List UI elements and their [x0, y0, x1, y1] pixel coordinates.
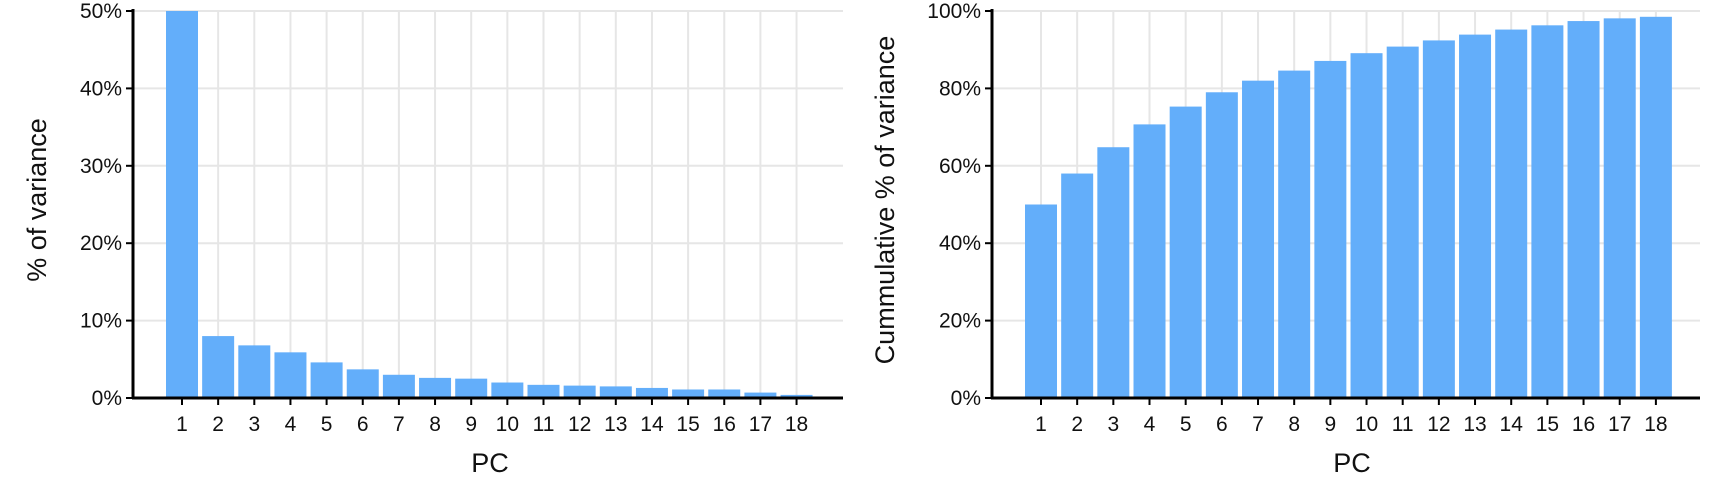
x-tick-label: 4 [285, 413, 297, 436]
x-tick-label: 14 [640, 413, 664, 436]
x-tick-label: 13 [604, 413, 627, 436]
x-tick-label: 11 [1392, 413, 1414, 436]
y-tick-label: 0% [92, 387, 122, 410]
bar-pc-12 [1422, 40, 1455, 399]
bar-pc-3 [238, 345, 271, 398]
x-tick-label: 15 [676, 413, 699, 436]
bar-pc-17 [1603, 18, 1636, 399]
x-tick-label: 2 [1071, 413, 1083, 436]
y-tick-label: 20% [80, 232, 122, 255]
bars [166, 11, 813, 398]
y-tick-label: 30% [80, 155, 122, 178]
x-tick-label: 5 [321, 413, 333, 436]
bar-pc-10 [1350, 53, 1383, 399]
x-tick-label: 2 [212, 413, 224, 436]
bar-pc-12 [563, 385, 596, 398]
bar-pc-18 [1639, 16, 1672, 399]
bar-pc-7 [382, 374, 415, 398]
bar-pc-9 [1314, 60, 1347, 398]
x-tick-label: 8 [1288, 413, 1300, 436]
bar-pc-2 [1061, 173, 1094, 398]
x-axis-title: PC [1333, 448, 1371, 478]
x-tick-label: 3 [248, 413, 260, 436]
y-axis-title: % of variance [22, 118, 52, 282]
y-tick-label: 40% [80, 77, 122, 100]
bar-pc-16 [708, 389, 741, 398]
y-tick-label: 0% [951, 387, 981, 410]
x-tick-label: 10 [1355, 413, 1378, 436]
bar-pc-2 [202, 336, 235, 398]
x-tick-label: 16 [713, 413, 736, 436]
bar-pc-17 [744, 392, 777, 398]
x-tick-label: 12 [568, 413, 591, 436]
x-axis-title: PC [471, 448, 509, 478]
x-tick-label: 5 [1180, 413, 1192, 436]
x-tick-label: 1 [1035, 413, 1047, 436]
x-tick-label: 13 [1463, 413, 1486, 436]
bar-pc-8 [1278, 70, 1311, 399]
bar-pc-1 [166, 11, 198, 398]
bar-pc-7 [1242, 80, 1275, 398]
axes: 0%10%20%30%40%50%1 2 3 4 5 6 7 8 9 10 11 12 13 14 15 16… [80, 0, 843, 436]
bar-pc-4 [1133, 124, 1166, 399]
bar-pc-11 [527, 384, 560, 398]
y-tick-label: 20% [939, 310, 981, 333]
bar-pc-6 [1205, 92, 1238, 399]
bar-pc-4 [274, 352, 307, 398]
bar-pc-1 [1025, 204, 1057, 398]
variance-chart-panel: 0%10%20%30%40%50%1 2 3 4 5 6 7 8 9 10 11 12 13 14 15 16… [22, 0, 843, 478]
x-tick-label: 15 [1536, 413, 1559, 436]
y-tick-label: 50% [80, 0, 122, 23]
x-tick-label: 18 [1644, 413, 1667, 436]
x-tick-label: 3 [1107, 413, 1119, 436]
bar-pc-13 [599, 386, 632, 398]
x-tick-label: 14 [1500, 413, 1524, 436]
x-tick-label: 11 [533, 413, 555, 436]
y-tick-label: 40% [939, 232, 981, 255]
x-tick-label: 16 [1572, 413, 1595, 436]
bar-pc-3 [1097, 147, 1130, 398]
x-tick-label: 17 [749, 413, 772, 436]
y-tick-label: 80% [939, 77, 981, 100]
bar-pc-11 [1386, 46, 1419, 398]
x-tick-label: 12 [1427, 413, 1450, 436]
bars [1025, 16, 1672, 399]
bar-pc-6 [346, 369, 379, 398]
bar-pc-5 [310, 362, 343, 398]
x-tick-label: 9 [1325, 413, 1337, 436]
bar-pc-9 [455, 378, 488, 398]
bar-pc-5 [1169, 106, 1202, 399]
gridlines [133, 10, 843, 399]
x-tick-label: 17 [1608, 413, 1631, 436]
x-tick-label: 1 [176, 413, 188, 436]
y-tick-label: 60% [939, 155, 981, 178]
x-tick-label: 18 [785, 413, 808, 436]
bar-pc-10 [491, 382, 524, 398]
bar-pc-18 [780, 394, 813, 398]
x-tick-label: 10 [496, 413, 519, 436]
bar-pc-13 [1459, 34, 1492, 399]
bar-pc-14 [1495, 29, 1528, 399]
x-tick-label: 7 [393, 413, 405, 436]
x-tick-label: 9 [465, 413, 477, 436]
y-axis-title: Cummulative % of variance [870, 36, 900, 365]
bar-pc-15 [1531, 25, 1564, 398]
x-tick-label: 8 [429, 413, 441, 436]
bar-pc-15 [672, 389, 705, 398]
y-tick-label: 100% [927, 0, 981, 23]
x-tick-label: 7 [1252, 413, 1264, 436]
x-tick-label: 6 [1216, 413, 1228, 436]
bar-pc-16 [1567, 21, 1600, 398]
y-tick-label: 10% [80, 310, 122, 333]
x-tick-label: 6 [357, 413, 369, 436]
x-tick-label: 4 [1144, 413, 1156, 436]
bar-pc-14 [635, 387, 668, 398]
axes: 0%20%40%60%80%100%1 2 3 4 5 6 7 8 9 10 11 12 13 14 15 1… [927, 0, 1700, 436]
cumulative-variance-chart-panel: 0%20%40%60%80%100%1 2 3 4 5 6 7 8 9 10 11 12 13 14 15 1… [870, 0, 1700, 478]
bar-pc-8 [419, 377, 452, 398]
